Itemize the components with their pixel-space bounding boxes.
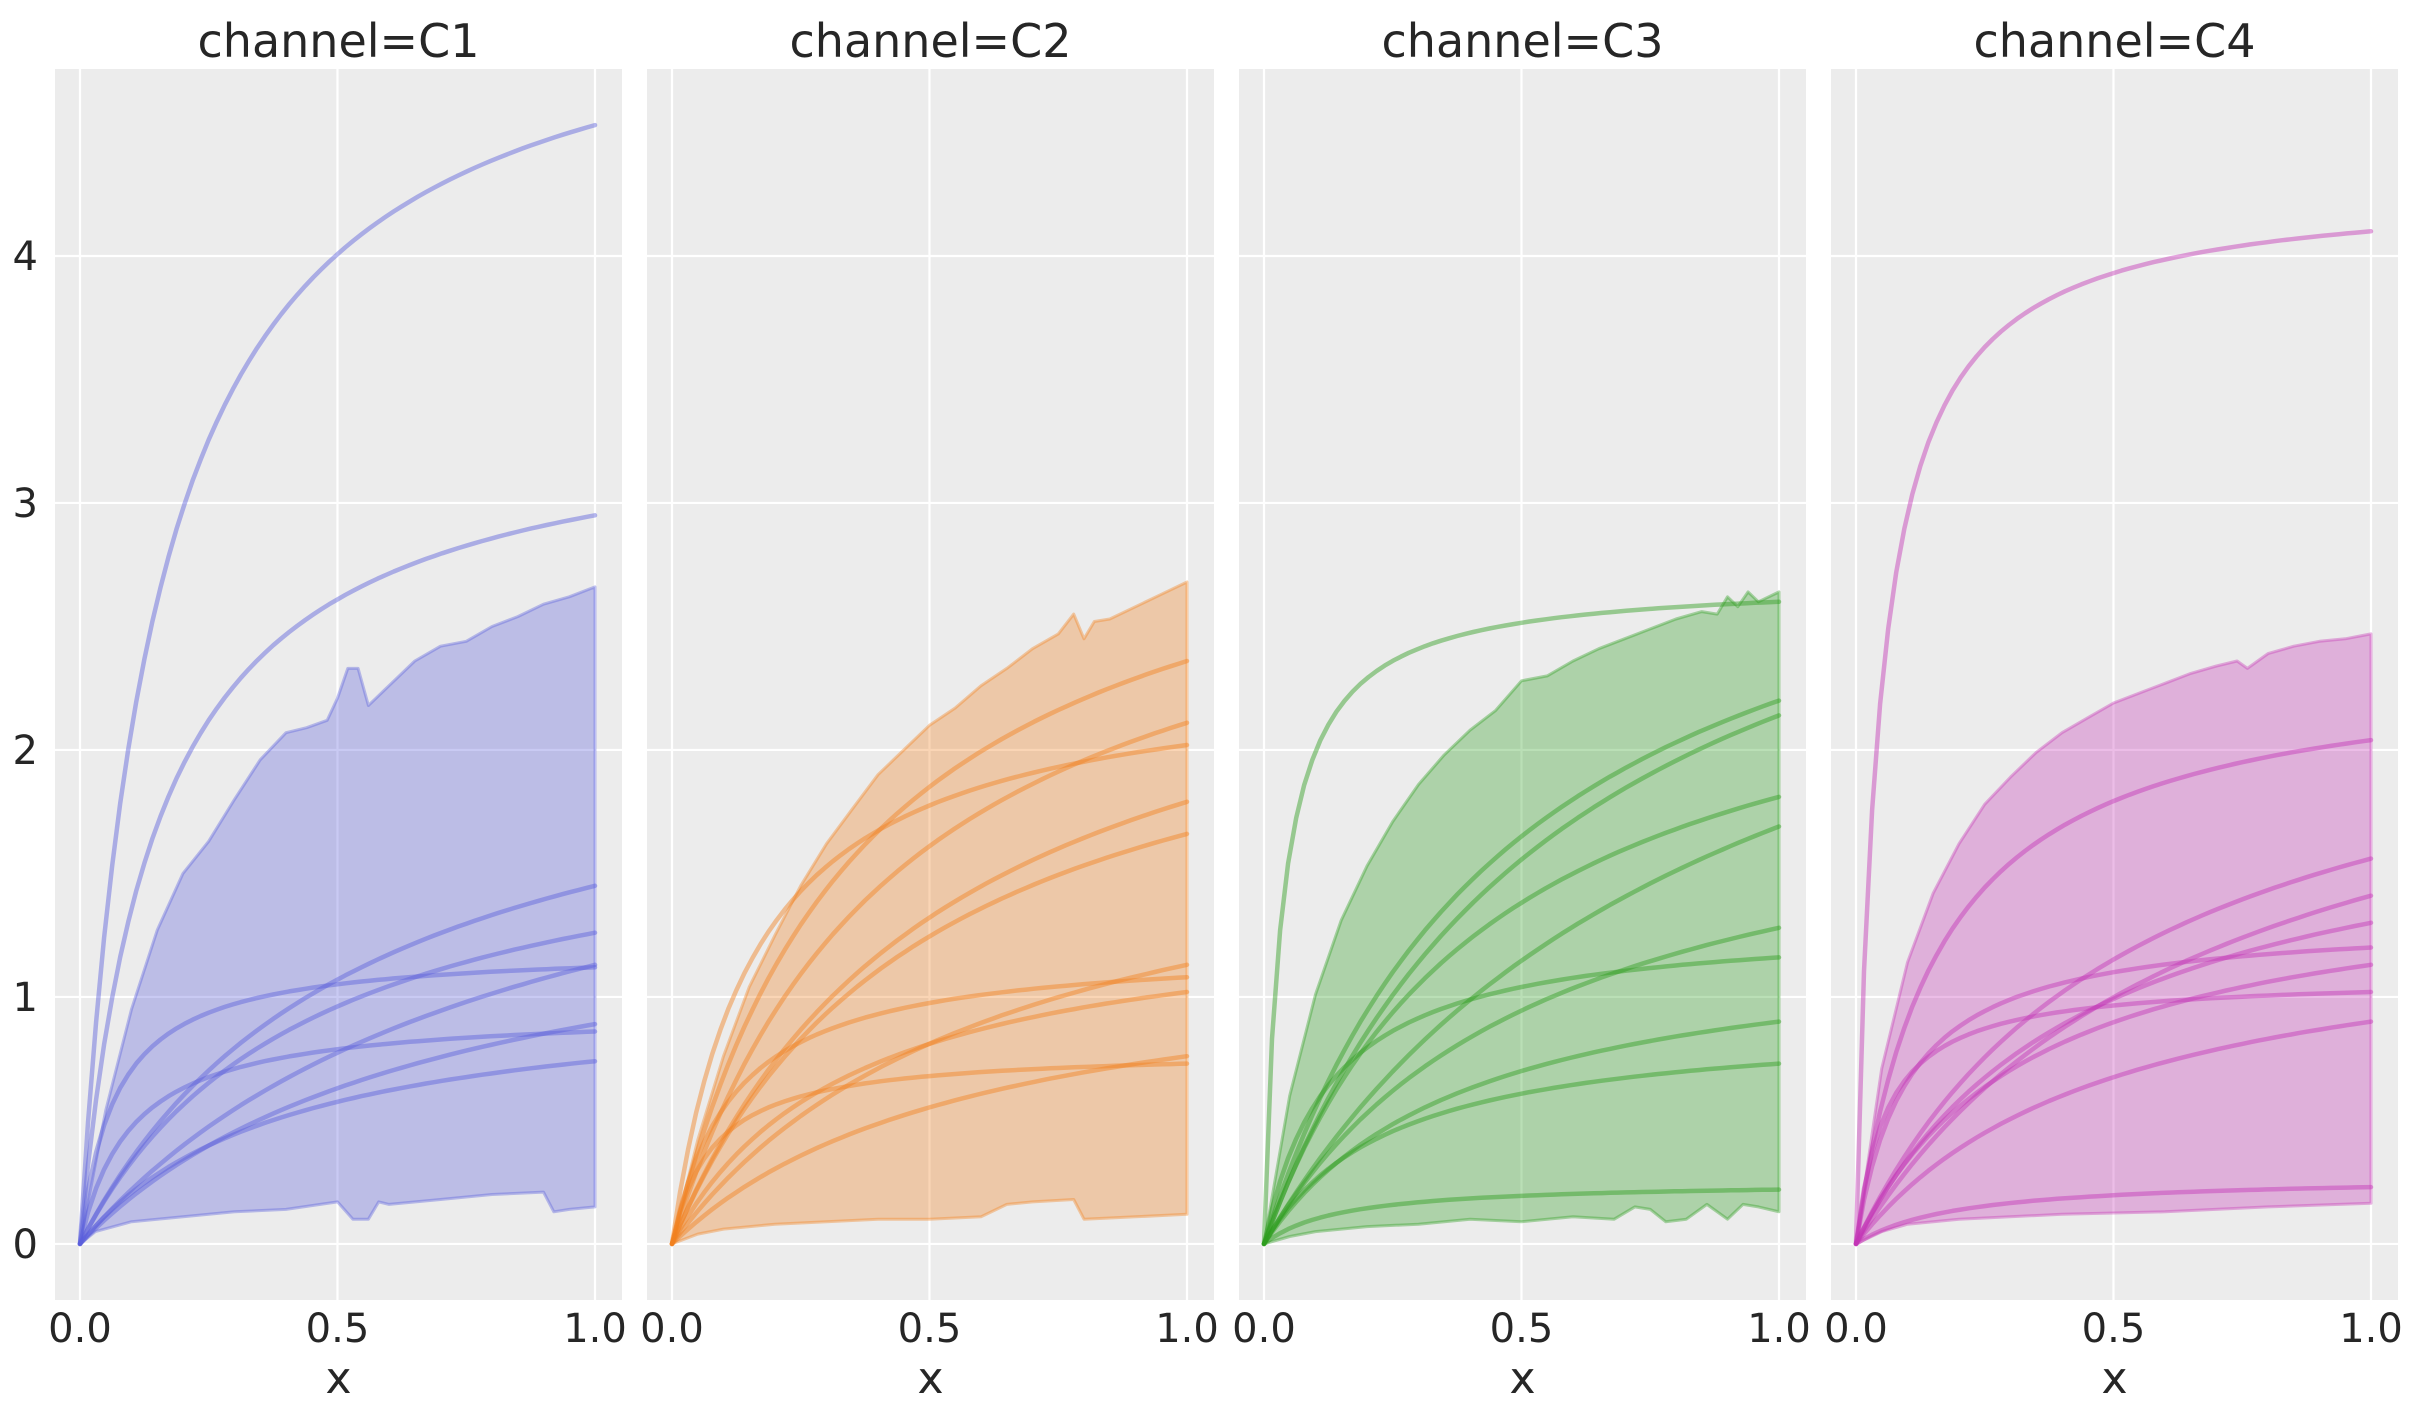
series-line — [669, 989, 1190, 1247]
x-tick-label: 1.0 — [563, 1306, 627, 1352]
panel-channel-c2: channel=C2 0.0 0.5 1.0 x — [640, 14, 1219, 1404]
series-line — [1261, 794, 1782, 1247]
series-line — [77, 1021, 598, 1247]
x-axis-label: x — [325, 1353, 351, 1404]
series-line — [669, 658, 1190, 1247]
series-line — [1853, 989, 2374, 1247]
series-line — [77, 965, 598, 1247]
band-area — [1854, 632, 2373, 1246]
x-tick-label: 0.0 — [48, 1306, 112, 1352]
series-line — [1261, 713, 1782, 1247]
panel-channel-c1: channel=C1 0.0 0.5 1.0 x — [48, 14, 627, 1404]
series-line — [1853, 893, 2374, 1247]
series-line — [1853, 962, 2374, 1247]
series-line — [669, 742, 1190, 1247]
x-tick-label: 0.0 — [1232, 1306, 1296, 1352]
x-tick-label: 1.0 — [1747, 1306, 1811, 1352]
series-line — [669, 720, 1190, 1247]
series-line — [77, 1058, 598, 1247]
x-tick-label: 0.5 — [1490, 1306, 1554, 1352]
series-line — [77, 513, 598, 1247]
y-tick-label: 3 — [13, 481, 38, 527]
x-axis-label: x — [2101, 1353, 2127, 1404]
series-line — [1853, 945, 2374, 1247]
x-tick-label: 0.0 — [640, 1306, 704, 1352]
x-axis-label: x — [1509, 1353, 1535, 1404]
series-line — [1853, 856, 2374, 1247]
panel-title: channel=C2 — [790, 14, 1072, 68]
panel-channel-c3: channel=C3 0.0 0.5 1.0 x — [1232, 14, 1811, 1404]
series-line — [669, 1053, 1190, 1247]
band-area — [670, 580, 1189, 1246]
series-line — [1853, 1184, 2374, 1247]
band-area — [78, 585, 597, 1246]
series-line — [669, 831, 1190, 1247]
series-line — [1261, 955, 1782, 1247]
panel-title: channel=C1 — [198, 14, 480, 68]
series-line — [1853, 229, 2374, 1247]
series-line — [1261, 824, 1782, 1247]
series-line — [669, 1061, 1190, 1247]
series-line — [77, 930, 598, 1247]
series-line — [1261, 599, 1782, 1247]
series-line — [669, 799, 1190, 1247]
panel-channel-c4: channel=C4 0.0 0.5 1.0 x — [1824, 14, 2403, 1404]
x-axis-label: x — [917, 1353, 943, 1404]
series-line — [1853, 737, 2374, 1247]
series-line — [1261, 1187, 1782, 1247]
x-tick-label: 0.5 — [2082, 1306, 2146, 1352]
series-line — [77, 122, 598, 1247]
series-line — [1261, 925, 1782, 1247]
y-tick-label: 4 — [13, 234, 38, 280]
series-line — [1261, 698, 1782, 1247]
y-tick-label: 0 — [13, 1222, 38, 1268]
series-line — [77, 883, 598, 1247]
x-tick-label: 1.0 — [2339, 1306, 2403, 1352]
x-tick-label: 0.5 — [898, 1306, 962, 1352]
series-line — [1853, 1019, 2374, 1247]
series-line — [1261, 1061, 1782, 1247]
series-line — [77, 962, 598, 1247]
panel-title: channel=C4 — [1974, 14, 2256, 68]
panel-title: channel=C3 — [1382, 14, 1664, 68]
series-line — [669, 974, 1190, 1247]
band-area — [1262, 590, 1781, 1246]
y-tick-label: 2 — [13, 728, 38, 774]
series-line — [1261, 1019, 1782, 1247]
x-tick-label: 0.5 — [306, 1306, 370, 1352]
series-line — [669, 962, 1190, 1247]
y-tick-label: 1 — [13, 975, 38, 1021]
x-tick-label: 1.0 — [1155, 1306, 1219, 1352]
series-line — [1853, 920, 2374, 1247]
series-line — [77, 1029, 598, 1247]
x-tick-label: 0.0 — [1824, 1306, 1888, 1352]
